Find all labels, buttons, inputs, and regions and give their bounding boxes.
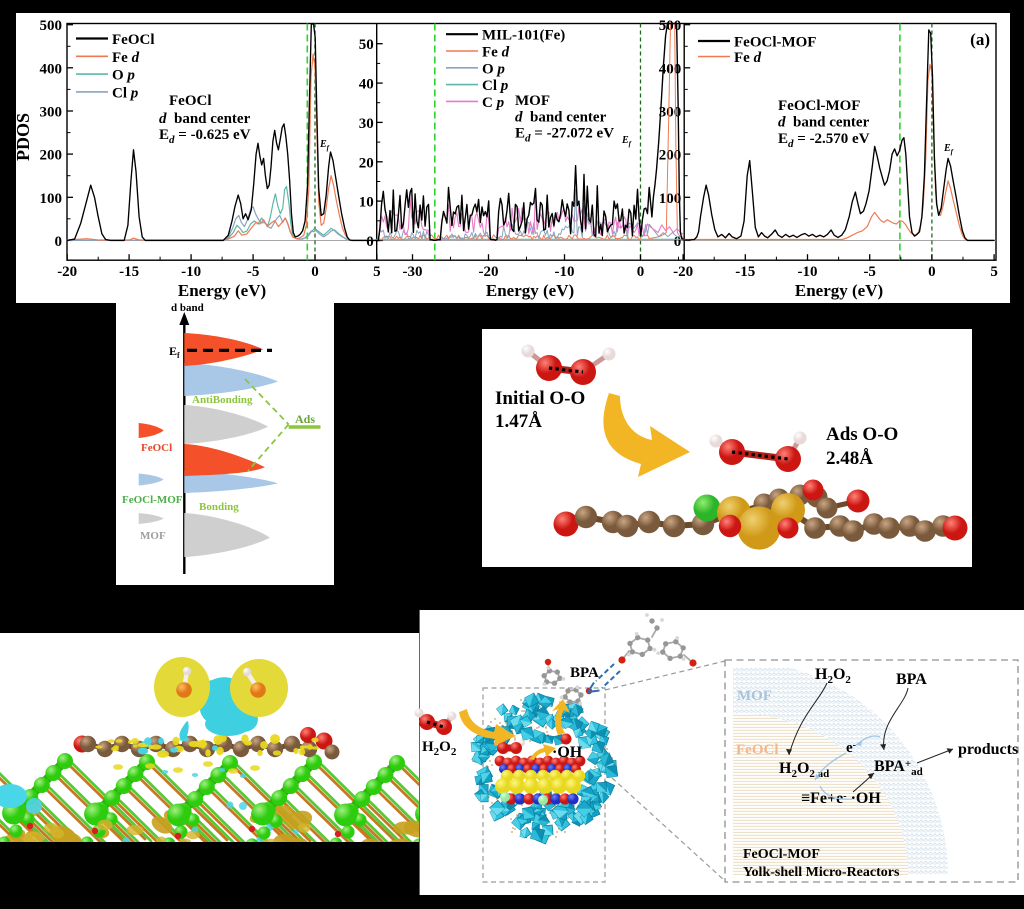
svg-text:-5: -5 bbox=[247, 264, 260, 280]
svg-text:d band: d band bbox=[171, 302, 204, 314]
svg-text:Yolk-shell Micro-Reactors: Yolk-shell Micro-Reactors bbox=[743, 865, 900, 880]
svg-text:5: 5 bbox=[990, 264, 998, 280]
svg-text:Ed = -0.625 eV: Ed = -0.625 eV bbox=[159, 127, 251, 146]
svg-text:FeOCl: FeOCl bbox=[169, 93, 212, 109]
svg-text:·OH: ·OH bbox=[552, 744, 583, 761]
svg-text:Cl p: Cl p bbox=[112, 85, 139, 101]
svg-text:Initial O-O: Initial O-O bbox=[495, 388, 585, 409]
svg-text:BPA: BPA bbox=[570, 665, 599, 681]
svg-text:AntiBonding: AntiBonding bbox=[192, 394, 253, 406]
svg-text:H2O2: H2O2 bbox=[815, 666, 851, 686]
svg-text:Ads O-O: Ads O-O bbox=[826, 424, 898, 445]
svg-text:BPA: BPA bbox=[896, 671, 927, 688]
svg-text:Ef: Ef bbox=[169, 344, 180, 360]
svg-text:200: 200 bbox=[659, 148, 682, 164]
svg-text:Fe d: Fe d bbox=[482, 45, 510, 61]
svg-text:50: 50 bbox=[359, 37, 374, 53]
svg-text:Ed = -2.570 eV: Ed = -2.570 eV bbox=[778, 131, 870, 150]
svg-text:FeOCl-MOF: FeOCl-MOF bbox=[778, 98, 860, 114]
svg-text:Ef: Ef bbox=[319, 139, 330, 152]
svg-text:40: 40 bbox=[359, 77, 374, 93]
svg-text:FeOCl-MOF: FeOCl-MOF bbox=[734, 35, 816, 51]
svg-text:500: 500 bbox=[40, 18, 63, 34]
svg-text:10: 10 bbox=[359, 195, 374, 211]
svg-text:-15: -15 bbox=[735, 264, 755, 280]
svg-text:FeOCl: FeOCl bbox=[141, 442, 172, 454]
svg-text:MOF: MOF bbox=[140, 530, 166, 542]
svg-text:0: 0 bbox=[674, 234, 682, 250]
svg-text:Energy (eV): Energy (eV) bbox=[795, 281, 883, 300]
svg-text:Energy (eV): Energy (eV) bbox=[486, 281, 574, 300]
svg-text:0: 0 bbox=[637, 264, 645, 280]
svg-text:20: 20 bbox=[359, 155, 374, 171]
svg-text:300: 300 bbox=[40, 105, 63, 121]
svg-text:30: 30 bbox=[359, 116, 374, 132]
svg-text:0: 0 bbox=[55, 234, 63, 250]
svg-text:O p: O p bbox=[112, 68, 135, 84]
svg-text:O p: O p bbox=[482, 61, 505, 77]
svg-text:0: 0 bbox=[366, 234, 374, 250]
svg-text:-10: -10 bbox=[555, 264, 575, 280]
svg-text:-10: -10 bbox=[798, 264, 818, 280]
svg-text:-30: -30 bbox=[403, 264, 423, 280]
svg-text:BPA+ad: BPA+ad bbox=[874, 758, 923, 778]
svg-text:FeOCl-MOF: FeOCl-MOF bbox=[122, 494, 183, 506]
svg-text:FeOCl: FeOCl bbox=[736, 742, 779, 758]
svg-text:5: 5 bbox=[373, 264, 381, 280]
svg-text:400: 400 bbox=[40, 61, 63, 77]
svg-text:-20: -20 bbox=[479, 264, 499, 280]
svg-text:2.48Å: 2.48Å bbox=[826, 448, 873, 469]
svg-text:e-: e- bbox=[846, 740, 856, 756]
svg-text:Fe d: Fe d bbox=[112, 50, 140, 66]
svg-text:200: 200 bbox=[40, 148, 63, 164]
svg-text:products: products bbox=[958, 741, 1018, 758]
svg-text:0: 0 bbox=[311, 264, 319, 280]
svg-text:(a): (a) bbox=[970, 30, 990, 49]
svg-text:C p: C p bbox=[482, 95, 505, 111]
svg-text:Bonding: Bonding bbox=[199, 501, 239, 513]
svg-text:Ed = -27.072 eV: Ed = -27.072 eV bbox=[515, 126, 614, 145]
svg-text:d band center: d band center bbox=[159, 111, 251, 127]
svg-text:H2O2: H2O2 bbox=[422, 739, 457, 758]
svg-text:100: 100 bbox=[40, 191, 63, 207]
svg-text:d band center: d band center bbox=[778, 115, 870, 131]
svg-text:MIL-101(Fe): MIL-101(Fe) bbox=[482, 28, 565, 44]
svg-text:100: 100 bbox=[659, 191, 682, 207]
svg-text:-10: -10 bbox=[181, 264, 201, 280]
svg-text:FeOCl: FeOCl bbox=[112, 32, 155, 48]
svg-text:Ads: Ads bbox=[295, 412, 315, 426]
svg-text:PDOS: PDOS bbox=[13, 113, 33, 161]
svg-text:MOF: MOF bbox=[515, 93, 550, 109]
svg-text:-5: -5 bbox=[863, 264, 876, 280]
svg-text:0: 0 bbox=[928, 264, 936, 280]
svg-text:-20: -20 bbox=[57, 264, 77, 280]
svg-text:Fe d: Fe d bbox=[734, 50, 762, 66]
svg-text:Energy (eV): Energy (eV) bbox=[178, 281, 266, 300]
svg-text:d band center: d band center bbox=[515, 110, 607, 126]
svg-text:FeOCl-MOF: FeOCl-MOF bbox=[743, 847, 820, 862]
svg-text:Ef: Ef bbox=[621, 135, 632, 148]
svg-text:Ef: Ef bbox=[943, 143, 954, 156]
svg-text:MOF: MOF bbox=[737, 688, 772, 704]
svg-text:1.47Å: 1.47Å bbox=[495, 411, 542, 432]
svg-text:-20: -20 bbox=[673, 264, 693, 280]
svg-text:-15: -15 bbox=[119, 264, 139, 280]
svg-text:Cl p: Cl p bbox=[482, 78, 509, 94]
